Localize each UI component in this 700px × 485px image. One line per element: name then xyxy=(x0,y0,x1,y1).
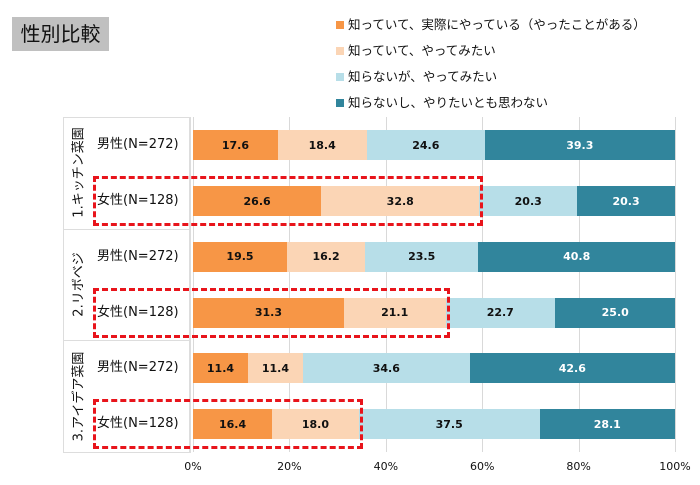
bar-segment: 16.2 xyxy=(286,241,366,272)
chart-title: 性別比較 xyxy=(12,17,109,51)
legend-item: 知っていて、実際にやっている（やったことがある） xyxy=(336,12,646,38)
bar-segment: 25.0 xyxy=(554,297,676,328)
bar-segment: 16.4 xyxy=(193,409,273,440)
gridline xyxy=(289,117,291,452)
bar-value-label: 11.4 xyxy=(206,361,235,375)
x-tick-label: 20% xyxy=(277,460,302,473)
gridline xyxy=(193,117,194,452)
group-label: 3.アイデア菜園 xyxy=(62,340,92,452)
bar-segment: 11.4 xyxy=(247,353,303,384)
bar-value-label: 28.1 xyxy=(593,417,621,431)
bar-value-label: 18.0 xyxy=(301,417,329,431)
legend-label: 知らないし、やりたいとも思わない xyxy=(348,95,549,110)
x-tick-label: 40% xyxy=(373,460,399,473)
legend-swatch xyxy=(336,99,344,107)
x-tick-label: 100% xyxy=(659,460,691,473)
bar-value-label: 37.5 xyxy=(435,417,463,431)
row-label: 女性(N=128) xyxy=(97,193,179,208)
legend-swatch xyxy=(336,47,344,55)
bar-segment: 32.8 xyxy=(321,186,480,216)
x-tick-label: 0% xyxy=(184,460,202,473)
group-label: 2.リボベジ xyxy=(62,229,92,341)
gridline xyxy=(385,117,387,452)
bar-segment: 31.3 xyxy=(193,297,344,328)
bar-value-label: 16.4 xyxy=(218,417,247,431)
gridline xyxy=(675,117,676,452)
row-label: 女性(N=128) xyxy=(97,304,179,320)
row-label: 男性(N=272) xyxy=(97,360,179,376)
bar-segment: 23.5 xyxy=(365,241,479,272)
bar-value-label: 20.3 xyxy=(612,194,640,208)
bar-value-label: 31.3 xyxy=(254,306,282,320)
bar-value-label: 21.1 xyxy=(381,306,409,320)
group-label-text: 3.アイデア菜園 xyxy=(71,351,87,442)
legend-item: 知らないが、やってみたい xyxy=(336,64,646,90)
bar-value-label: 19.5 xyxy=(226,250,254,264)
bar-segment: 39.3 xyxy=(485,130,675,160)
group-frame xyxy=(63,340,191,454)
bar-segment: 18.0 xyxy=(272,409,359,440)
bar-segment: 17.6 xyxy=(193,130,278,160)
legend-label: 知っていて、やってみたい xyxy=(348,43,496,58)
bar-segment: 24.6 xyxy=(366,130,486,160)
bar-value-label: 23.5 xyxy=(408,250,436,264)
bar-segment: 37.5 xyxy=(358,409,540,440)
bar-segment: 26.6 xyxy=(193,186,322,216)
x-tick-label: 60% xyxy=(469,460,495,473)
bar-value-label: 25.0 xyxy=(601,306,629,320)
bar-segment: 18.4 xyxy=(277,130,367,160)
bar-value-label: 11.4 xyxy=(261,361,289,375)
bar-value-label: 17.6 xyxy=(221,138,249,152)
bar-value-label: 18.4 xyxy=(308,138,336,152)
legend-item: 知っていて、やってみたい xyxy=(336,38,646,64)
bar-value-label: 42.6 xyxy=(558,361,586,375)
bar-value-label: 39.3 xyxy=(566,138,594,152)
bar-segment: 42.6 xyxy=(469,353,675,384)
legend-label: 知らないが、やってみたい xyxy=(348,69,498,84)
bar-value-label: 34.6 xyxy=(372,361,400,375)
x-tick-label: 80% xyxy=(566,460,591,473)
group-label: 1.キッチン菜園 xyxy=(62,117,92,229)
bar-segment: 20.3 xyxy=(577,186,675,216)
row-label: 男性(N=272) xyxy=(97,137,179,152)
legend-swatch xyxy=(336,73,344,81)
bar-segment: 20.3 xyxy=(479,186,578,216)
bar-value-label: 40.8 xyxy=(563,250,591,264)
row-label: 男性(N=272) xyxy=(97,248,179,264)
legend-label: 知っていて、実際にやっている（やったことがある） xyxy=(348,17,646,32)
group-label-text: 1.キッチン菜園 xyxy=(71,127,87,219)
bar-value-label: 26.6 xyxy=(243,194,271,208)
bar-segment: 21.1 xyxy=(343,297,446,328)
bar-value-label: 32.8 xyxy=(386,194,414,208)
bar-value-label: 24.6 xyxy=(412,138,440,152)
legend: 知っていて、実際にやっている（やったことがある） 知っていて、やってみたい 知らない… xyxy=(336,12,646,116)
bar-segment: 11.4 xyxy=(193,353,248,384)
gridline xyxy=(482,117,484,452)
row-label: 女性(N=128) xyxy=(97,416,179,432)
gridline xyxy=(578,117,580,452)
legend-item: 知らないし、やりたいとも思わない xyxy=(336,90,646,116)
bar-value-label: 22.7 xyxy=(486,306,514,320)
bar-segment: 28.1 xyxy=(539,409,675,440)
bar-value-label: 20.3 xyxy=(514,194,542,208)
legend-swatch xyxy=(336,21,344,29)
highlight-box xyxy=(93,287,450,338)
bar-segment: 40.8 xyxy=(478,241,675,272)
highlight-box xyxy=(93,176,484,226)
bar-segment: 34.6 xyxy=(302,353,470,384)
highlight-box xyxy=(93,399,363,450)
bar-value-label: 16.2 xyxy=(312,250,340,264)
group-label-text: 2.リボベジ xyxy=(71,252,87,317)
bar-segment: 19.5 xyxy=(193,241,287,272)
bar-segment: 22.7 xyxy=(445,297,555,328)
